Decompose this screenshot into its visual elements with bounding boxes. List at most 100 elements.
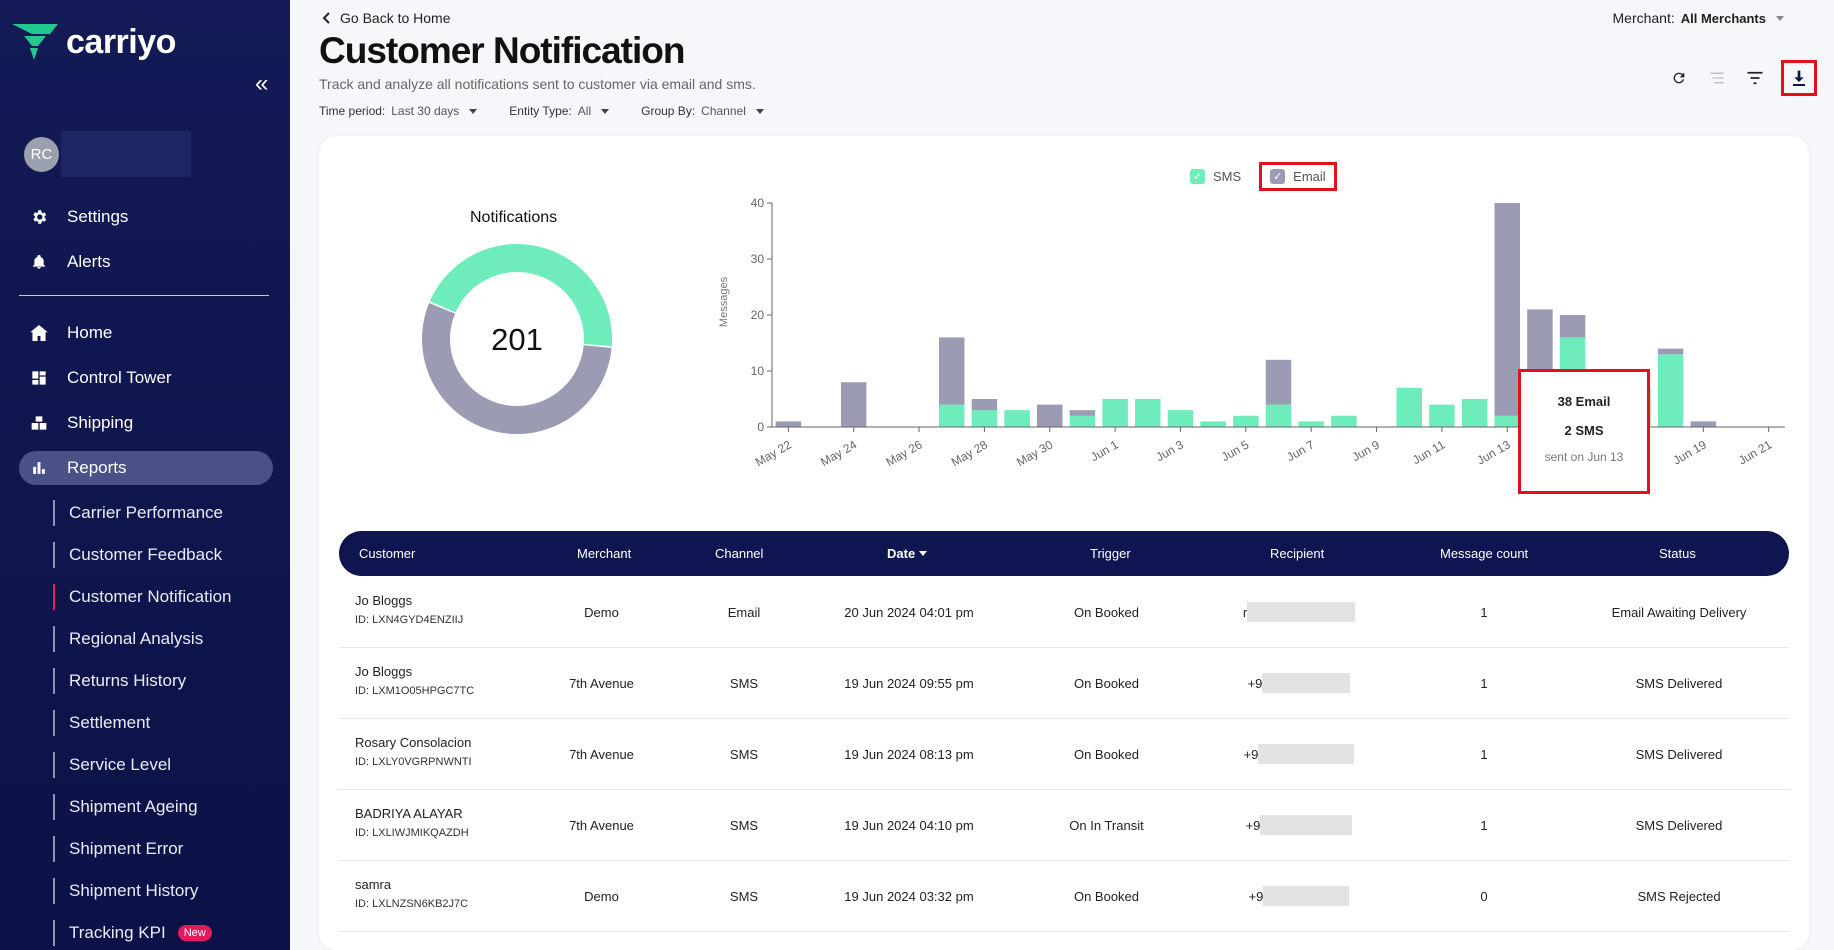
bar-sms[interactable] bbox=[1265, 404, 1292, 427]
report-item-shipment-ageing[interactable]: Shipment Ageing bbox=[53, 794, 198, 820]
bar-sms[interactable] bbox=[1135, 399, 1161, 427]
bar-sms[interactable] bbox=[1004, 410, 1030, 427]
merchant-cell: 7th Avenue bbox=[569, 746, 634, 762]
bar-sms[interactable] bbox=[1298, 421, 1324, 427]
bar-email[interactable] bbox=[775, 421, 802, 427]
bar-email[interactable] bbox=[1069, 410, 1096, 416]
bar-email[interactable] bbox=[1559, 315, 1586, 338]
column-header-trigger[interactable]: Trigger bbox=[1090, 546, 1131, 561]
date-cell: 19 Jun 2024 04:10 pm bbox=[844, 817, 974, 833]
back-to-home-link[interactable]: Go Back to Home bbox=[322, 10, 451, 26]
recipient-cell: +9 bbox=[1199, 648, 1399, 718]
bar-sms[interactable] bbox=[1429, 404, 1455, 427]
lines-icon bbox=[1710, 72, 1724, 84]
date-cell: 20 Jun 2024 04:01 pm bbox=[844, 604, 974, 620]
back-label: Go Back to Home bbox=[340, 10, 451, 26]
table-row[interactable]: Rosary Consolacion ID: LXLY0VGRPNWNTI 7th… bbox=[339, 719, 1789, 790]
nav-item-settings[interactable]: Settings bbox=[19, 200, 273, 234]
column-header-merchant[interactable]: Merchant bbox=[577, 546, 632, 561]
table-row[interactable]: BADRIYA ALAYAR ID: LXLIWJMIKQAZDH 7th Ave… bbox=[339, 790, 1789, 861]
trigger-cell: On Booked bbox=[1073, 746, 1140, 762]
bar-sms[interactable] bbox=[1494, 415, 1520, 427]
column-header-customer[interactable]: Customer bbox=[359, 546, 416, 561]
column-header-message-count[interactable]: Message count bbox=[1440, 546, 1529, 561]
bar-sms[interactable] bbox=[1396, 387, 1422, 427]
table-header: Customer Merchant Channel Date Trigger R… bbox=[339, 531, 1789, 576]
report-item-carrier-performance[interactable]: Carrier Performance bbox=[53, 500, 223, 526]
bar-email[interactable] bbox=[1494, 203, 1520, 416]
caret-down-icon bbox=[469, 108, 478, 114]
bar-email[interactable] bbox=[1037, 404, 1063, 427]
nav-item-shipping[interactable]: Shipping bbox=[19, 406, 273, 440]
bar-sms[interactable] bbox=[1461, 399, 1488, 427]
legend-item-email[interactable]: ✓ Email bbox=[1259, 162, 1337, 191]
bar-email[interactable] bbox=[971, 399, 998, 411]
y-axis-label: Messages bbox=[718, 276, 730, 327]
carriyo-logo[interactable]: carriyo bbox=[12, 22, 176, 62]
bar-sms[interactable] bbox=[1167, 410, 1194, 427]
time-period-filter[interactable]: Time period: Last 30 days bbox=[319, 104, 478, 118]
report-item-settlement[interactable]: Settlement bbox=[53, 710, 150, 736]
report-item-shipment-error[interactable]: Shipment Error bbox=[53, 836, 183, 862]
bar-sms[interactable] bbox=[1233, 415, 1259, 427]
table-row[interactable]: Jo Bloggs ID: LXN4GYD4ENZIIJ Demo Email 2… bbox=[339, 577, 1789, 648]
dashboard-icon bbox=[29, 368, 49, 388]
bar-sms[interactable] bbox=[1331, 415, 1357, 427]
bar-sms[interactable] bbox=[1657, 354, 1684, 427]
column-header-recipient[interactable]: Recipient bbox=[1270, 546, 1325, 561]
x-tick-label: Jun 21 bbox=[1736, 437, 1774, 467]
bar-email[interactable] bbox=[1265, 359, 1292, 405]
tooltip-date: sent on Jun 13 bbox=[1544, 450, 1624, 464]
logo-text: carriyo bbox=[66, 22, 176, 61]
recipient-redacted bbox=[1258, 744, 1355, 764]
bar-sms[interactable] bbox=[971, 410, 998, 427]
nav-item-home[interactable]: Home bbox=[19, 316, 273, 350]
report-item-shipment-history[interactable]: Shipment History bbox=[53, 878, 198, 904]
report-item-customer-notification[interactable]: Customer Notification bbox=[53, 584, 232, 610]
column-header-channel[interactable]: Channel bbox=[715, 546, 764, 561]
legend-item-sms[interactable]: ✓ SMS bbox=[1182, 165, 1249, 188]
legend-label: Email bbox=[1293, 169, 1326, 184]
bar-sms[interactable] bbox=[1102, 399, 1128, 427]
bar-email[interactable] bbox=[840, 382, 867, 427]
sidebar-divider bbox=[19, 295, 269, 296]
table-row[interactable]: samra ID: LXLNZSN6KB2J7C Demo SMS 19 Jun … bbox=[339, 861, 1789, 932]
entity-type-filter[interactable]: Entity Type: All bbox=[509, 104, 610, 118]
bar-sms[interactable] bbox=[1069, 415, 1096, 427]
nav-item-reports[interactable]: Reports bbox=[19, 451, 273, 485]
bar-email[interactable] bbox=[938, 337, 965, 405]
notifications-donut-chart bbox=[422, 243, 612, 434]
customer-cell: Jo Bloggs ID: LXN4GYD4ENZIIJ bbox=[355, 593, 463, 626]
density-button[interactable] bbox=[1705, 66, 1729, 90]
nav-item-alerts[interactable]: Alerts bbox=[19, 245, 273, 279]
recipient-prefix: +9 bbox=[1248, 888, 1264, 904]
merchant-selector[interactable]: Merchant: All Merchants bbox=[1613, 10, 1784, 26]
bar-email[interactable] bbox=[1657, 348, 1684, 355]
x-tick-label: May 30 bbox=[1014, 437, 1055, 469]
filter-button[interactable] bbox=[1743, 66, 1767, 90]
bar-email[interactable] bbox=[1690, 421, 1717, 427]
user-profile[interactable]: RC bbox=[24, 131, 191, 177]
column-header-status[interactable]: Status bbox=[1659, 546, 1696, 561]
nav-item-control-tower[interactable]: Control Tower bbox=[19, 361, 273, 395]
report-item-label: Regional Analysis bbox=[69, 629, 204, 648]
group-by-filter[interactable]: Group By: Channel bbox=[641, 104, 764, 118]
bar-sms[interactable] bbox=[1200, 421, 1226, 427]
report-item-tracking-kpi[interactable]: Tracking KPI New bbox=[53, 920, 212, 946]
collapse-sidebar-icon[interactable]: « bbox=[255, 70, 269, 97]
table-row[interactable]: Jo Bloggs ID: LXM1O05HPGC7TC 7th Avenue S… bbox=[339, 648, 1789, 719]
report-item-service-level[interactable]: Service Level bbox=[53, 752, 171, 778]
donut-segment-email[interactable] bbox=[422, 303, 612, 434]
message-count-cell: 1 bbox=[1480, 675, 1488, 691]
report-item-regional-analysis[interactable]: Regional Analysis bbox=[53, 626, 203, 652]
download-button[interactable] bbox=[1781, 60, 1817, 96]
report-item-returns-history[interactable]: Returns History bbox=[53, 668, 186, 694]
bar-sms[interactable] bbox=[938, 404, 965, 427]
refresh-button[interactable] bbox=[1667, 66, 1691, 90]
donut-total: 201 bbox=[491, 322, 543, 357]
report-item-customer-feedback[interactable]: Customer Feedback bbox=[53, 542, 222, 568]
status-cell: Email Awaiting Delivery bbox=[1611, 604, 1747, 620]
donut-segment-sms[interactable] bbox=[429, 243, 612, 347]
column-header-date[interactable]: Date bbox=[887, 531, 928, 576]
merchant-cell: 7th Avenue bbox=[569, 817, 634, 833]
